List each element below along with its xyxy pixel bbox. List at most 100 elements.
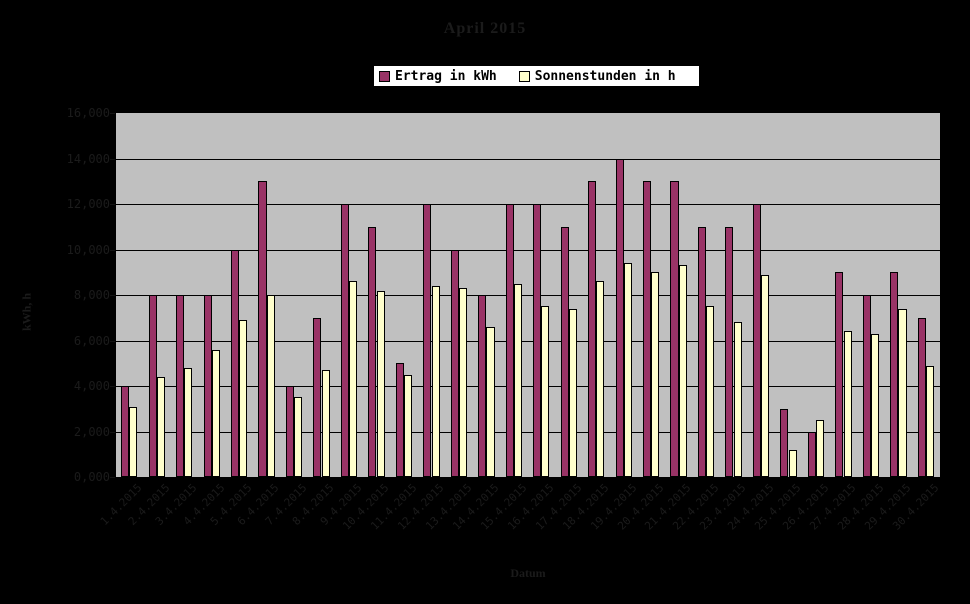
x-axis-label-text: 7.4.2015 [262, 481, 310, 528]
x-axis-label-text: 15.4.2015 [477, 481, 530, 533]
bar-ertrag [313, 317, 322, 477]
bar-sonnenstunden [541, 306, 550, 477]
bar-sonnenstunden [870, 333, 880, 477]
x-axis-label-text: 27.4.2015 [807, 481, 859, 533]
x-axis-label-text: 25.4.2015 [752, 481, 804, 533]
bar-ertrag [176, 295, 185, 477]
legend-label-sonnenstunden: Sonnenstunden in h [534, 68, 676, 84]
bar-ertrag [505, 204, 514, 477]
y-axis-label: 8,000 [73, 288, 110, 302]
bar-ertrag [862, 295, 871, 477]
bar-sonnenstunden [211, 349, 220, 477]
bar-ertrag [670, 181, 679, 477]
x-axis-label-text: 4.4.2015 [180, 481, 227, 528]
x-axis-label-text: 14.4.2015 [450, 481, 502, 533]
bar-ertrag [340, 204, 349, 477]
x-axis-label-text: 6.4.2015 [235, 481, 282, 528]
bar-sonnenstunden [239, 320, 248, 477]
x-axis-label-text: 13.4.2015 [422, 481, 475, 533]
bar-sonnenstunden [761, 274, 770, 477]
x-axis-label-text: 26.4.2015 [779, 481, 832, 533]
x-axis-title: Datum [510, 566, 546, 580]
legend-swatch-ertrag [379, 70, 390, 82]
bar-ertrag [780, 408, 789, 477]
x-axis-label-text: 5.4.2015 [207, 481, 255, 528]
bar-sonnenstunden [843, 331, 852, 477]
bar-sonnenstunden [431, 285, 440, 477]
x-axis-label-text: 24.4.2015 [724, 481, 777, 533]
x-axis-label-text: 8.4.2015 [290, 481, 337, 528]
y-axis-label: 0,000 [73, 470, 110, 484]
bar-sonnenstunden [925, 365, 935, 477]
bar-sonnenstunden [156, 376, 165, 477]
x-axis-label-text: 17.4.2015 [532, 481, 584, 533]
bar-ertrag [203, 295, 212, 477]
bar-sonnenstunden [568, 308, 577, 477]
bar-sonnenstunden [266, 295, 275, 477]
x-axis-label-text: 18.4.2015 [560, 481, 612, 533]
x-axis-label-text: 20.4.2015 [615, 481, 667, 533]
bar-sonnenstunden [513, 283, 523, 477]
x-axis-label-text: 12.4.2015 [395, 481, 447, 533]
gridline [116, 204, 940, 205]
legend-label-ertrag: Ertrag in kWh [395, 68, 497, 84]
bar-ertrag [642, 181, 652, 477]
bar-sonnenstunden [898, 308, 907, 477]
bar-ertrag [917, 317, 926, 477]
gridline [116, 340, 940, 342]
bar-ertrag [890, 272, 899, 477]
bar-sonnenstunden [294, 397, 303, 477]
gridline [116, 249, 940, 251]
chart-title: April 2015 [443, 20, 527, 37]
bar-sonnenstunden [816, 420, 825, 477]
bar-ertrag [368, 226, 377, 477]
x-axis-label-text: 30.4.2015 [889, 481, 942, 533]
bar-ertrag [450, 249, 459, 477]
x-axis-label-text: 1.4.2015 [97, 481, 145, 528]
x-axis-label-text: 28.4.2015 [834, 481, 887, 533]
x-axis-label-text: 11.4.2015 [367, 481, 420, 533]
bar-ertrag [258, 181, 267, 477]
bar-ertrag [395, 363, 404, 477]
x-axis-label-text: 21.4.2015 [642, 481, 694, 533]
bar-ertrag [148, 295, 157, 477]
gridline [116, 295, 940, 296]
y-axis-label: 12,000 [66, 197, 110, 211]
x-axis-label-text: 2.4.2015 [125, 481, 172, 528]
bar-sonnenstunden [404, 374, 413, 477]
gridline [116, 431, 940, 433]
bar-sonnenstunden [321, 370, 330, 477]
gridline [116, 158, 940, 160]
x-axis-label-text: 29.4.2015 [862, 481, 914, 533]
bar-ertrag [588, 181, 597, 477]
bar-ertrag [725, 226, 734, 477]
plot-area [115, 112, 941, 478]
y-axis-label: 2,000 [73, 424, 110, 439]
bar-ertrag [615, 158, 624, 477]
bar-sonnenstunden [184, 367, 193, 477]
bar-sonnenstunden [349, 281, 358, 477]
bar-ertrag [423, 204, 432, 477]
bar-sonnenstunden [706, 306, 715, 477]
x-axis-label-text: 19.4.2015 [587, 481, 639, 533]
legend-item-sonnenstunden: Sonnenstunden in h [518, 68, 676, 84]
x-axis-label-text: 23.4.2015 [697, 481, 749, 533]
bar-sonnenstunden [733, 322, 742, 477]
bar-ertrag [533, 204, 542, 477]
bar-sonnenstunden [129, 406, 138, 477]
bar-sonnenstunden [678, 265, 687, 477]
x-axis-label-text: 9.4.2015 [317, 481, 365, 528]
bar-sonnenstunden [596, 281, 605, 477]
bar-ertrag [230, 249, 240, 477]
y-axis-title: kWh, h [19, 292, 34, 332]
y-axis-label: 10,000 [66, 242, 110, 257]
x-axis-label-text: 3.4.2015 [152, 481, 200, 528]
bar-sonnenstunden [458, 288, 468, 477]
bar-ertrag [752, 204, 761, 477]
x-axis-label-text: 22.4.2015 [670, 481, 722, 533]
bar-ertrag [478, 295, 487, 477]
gridline [116, 386, 940, 387]
bar-ertrag [807, 431, 816, 477]
bar-ertrag [835, 272, 844, 477]
